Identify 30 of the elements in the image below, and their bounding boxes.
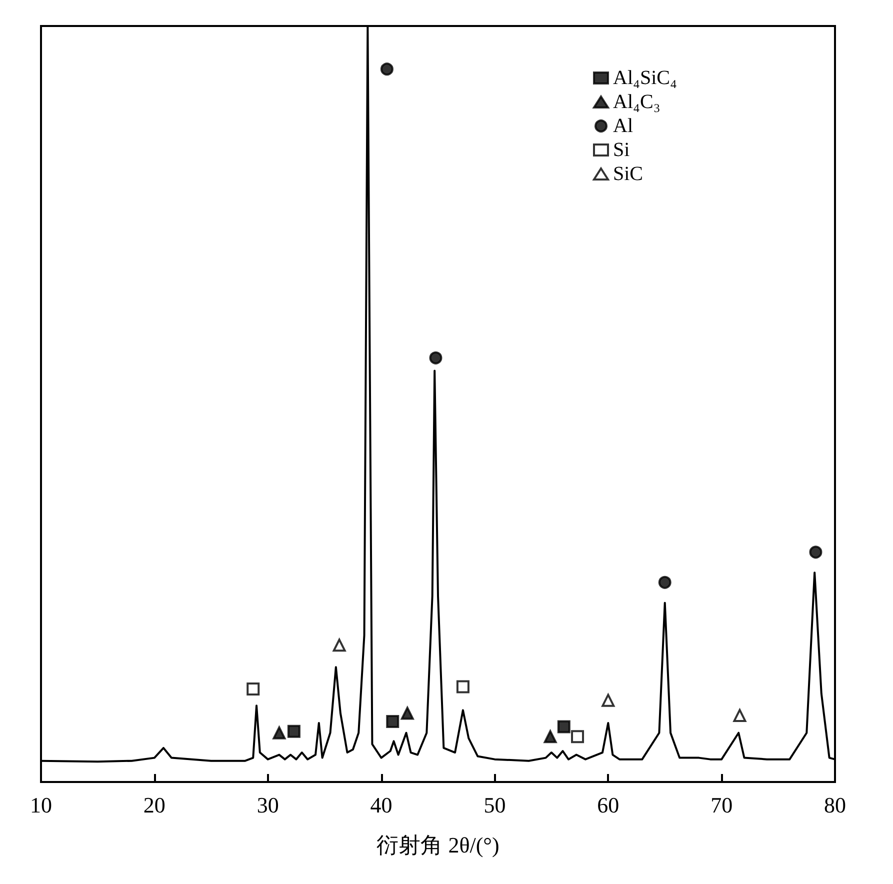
x-tick-label: 50 — [484, 792, 506, 818]
x-tick-label: 40 — [370, 792, 392, 818]
point — [272, 726, 286, 740]
point — [429, 351, 442, 364]
x-tick-label: 30 — [256, 792, 279, 818]
point — [287, 724, 300, 738]
x-tick-label: 70 — [710, 792, 733, 818]
point — [602, 694, 615, 707]
legend-label: Al₄SiC₄ — [613, 67, 677, 89]
legend-label: Al — [613, 115, 634, 137]
x-tick-label: 80 — [824, 792, 846, 818]
point — [456, 680, 470, 694]
point — [246, 682, 260, 696]
point — [380, 62, 394, 76]
legend-label: SiC — [613, 163, 644, 185]
x-tick-label: 10 — [30, 792, 52, 818]
legend-label: Al₄C₃ — [613, 91, 660, 113]
point — [386, 715, 400, 728]
point — [544, 730, 557, 744]
point — [400, 706, 414, 720]
point — [557, 720, 570, 734]
point — [571, 730, 584, 744]
point — [332, 638, 346, 652]
point — [658, 576, 672, 589]
legend-label: Si — [613, 139, 630, 161]
point — [733, 708, 746, 722]
x-axis-title: 衍射角 2θ/(°) — [376, 832, 500, 858]
x-tick-label: 20 — [143, 792, 166, 818]
x-tick-label: 60 — [597, 792, 620, 818]
point — [809, 546, 822, 559]
